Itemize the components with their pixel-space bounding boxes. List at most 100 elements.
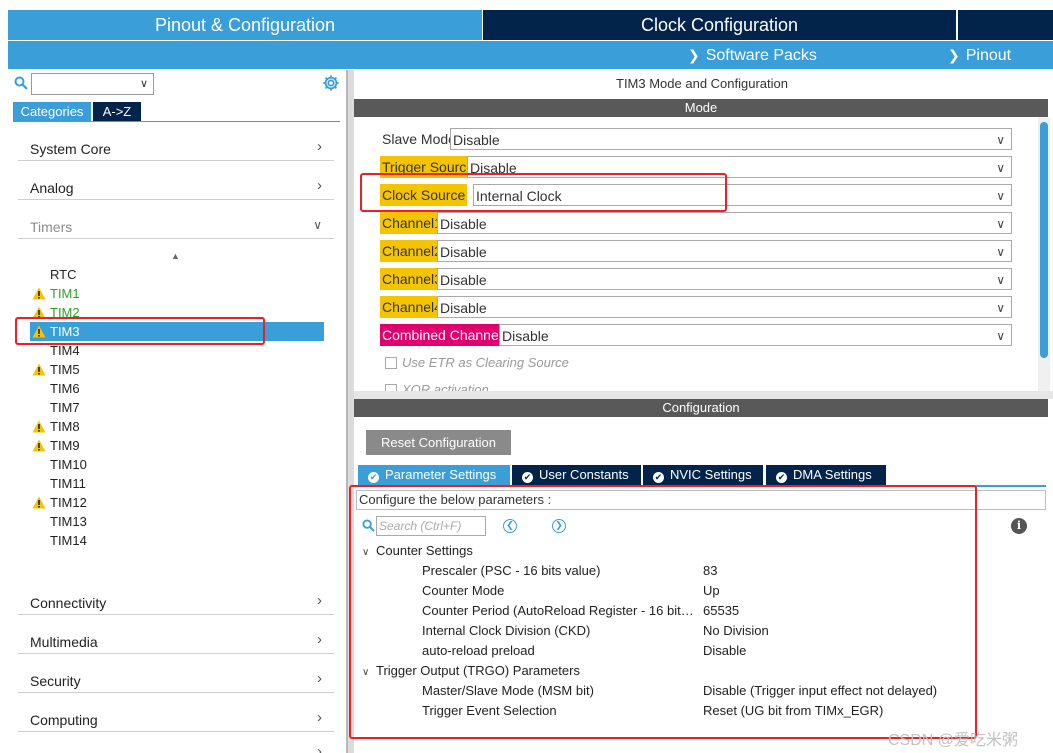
warning-icon — [32, 439, 46, 452]
parameter-group[interactable]: ∨ Trigger Output (TRGO) Parameters — [362, 663, 580, 678]
expand-chevron-icon[interactable]: ∨ — [362, 667, 370, 678]
category-connectivity[interactable]: Connectivity › — [18, 589, 334, 615]
parameter-group-label: Counter Settings — [376, 543, 473, 558]
section-splitter[interactable] — [354, 391, 1053, 399]
mode-select[interactable]: Disable ∨ — [499, 324, 1012, 346]
tab-label: NVIC Settings — [670, 467, 752, 482]
mode-row-combined-channels: Combined Channels Disable ∨ — [379, 324, 1012, 346]
tab-extra[interactable] — [958, 10, 1053, 40]
mode-select[interactable]: Disable ∨ — [437, 268, 1012, 290]
mode-scrollbar-thumb[interactable] — [1040, 122, 1048, 358]
timer-item-tim5[interactable]: TIM5 — [30, 360, 324, 379]
parameter-row[interactable]: Counter Mode Up — [422, 583, 1022, 603]
parameter-value[interactable]: 65535 — [703, 603, 740, 618]
timer-item-tim1[interactable]: TIM1 — [30, 284, 324, 303]
timer-item-tim3[interactable]: TIM3 — [30, 322, 324, 341]
reset-configuration-button[interactable]: Reset Configuration — [366, 430, 511, 455]
category-multimedia[interactable]: Multimedia › — [18, 628, 334, 654]
gear-icon[interactable] — [322, 74, 340, 92]
timer-item-label: TIM5 — [50, 362, 80, 377]
tab-pinout-configuration[interactable]: Pinout & Configuration — [8, 10, 482, 40]
mode-select[interactable]: Disable ∨ — [437, 296, 1012, 318]
parameter-value[interactable]: 83 — [703, 563, 718, 578]
tab-parameter-settings[interactable]: ✔ Parameter Settings — [358, 465, 510, 485]
timer-item-tim8[interactable]: TIM8 — [30, 417, 324, 436]
category-security[interactable]: Security › — [18, 667, 334, 693]
parameter-row[interactable]: Internal Clock Division (CKD) No Division — [422, 623, 1022, 643]
next-match-icon[interactable]: ❯ — [552, 519, 566, 533]
mode-row-label: Combined Channels — [380, 324, 511, 346]
category-timers[interactable]: Timers ∨ — [18, 213, 334, 239]
configuration-section-header: Configuration — [354, 399, 1048, 417]
mode-select[interactable]: Internal Clock ∨ — [473, 184, 1012, 206]
timer-item-label: TIM2 — [50, 305, 80, 320]
xor-activation-checkbox[interactable] — [385, 384, 397, 391]
mode-clip: XOR activation — [354, 380, 1038, 391]
timer-item-rtc[interactable]: RTC — [30, 265, 324, 284]
timer-item-tim12[interactable]: TIM12 — [30, 493, 324, 512]
chevron-down-icon: ∨ — [139, 78, 148, 90]
search-combo[interactable]: ∨ — [31, 73, 154, 95]
mode-select[interactable]: Disable ∨ — [437, 212, 1012, 234]
mode-section-header: Mode — [354, 99, 1048, 117]
timer-item-tim9[interactable]: TIM9 — [30, 436, 324, 455]
mode-select[interactable]: Disable ∨ — [437, 240, 1012, 262]
timer-item-tim4[interactable]: TIM4 — [30, 341, 324, 360]
timer-item-tim11[interactable]: TIM11 — [30, 474, 324, 493]
panel-splitter[interactable] — [346, 70, 354, 753]
category-label: Computing — [30, 712, 98, 728]
mode-select-value: Disable — [470, 160, 517, 176]
info-icon[interactable]: i — [1011, 518, 1027, 534]
search-icon[interactable] — [14, 76, 28, 90]
parameter-group[interactable]: ∨ Counter Settings — [362, 543, 473, 558]
expand-chevron-icon[interactable]: ∨ — [362, 547, 370, 558]
parameter-value[interactable]: Reset (UG bit from TIMx_EGR) — [703, 703, 884, 718]
category-label: Connectivity — [30, 595, 107, 611]
pinout-menu[interactable]: ❯ Pinout — [948, 45, 1011, 66]
parameter-value[interactable]: No Division — [703, 623, 769, 638]
mode-row-label: Channel2 — [380, 240, 444, 262]
timer-item-tim13[interactable]: TIM13 — [30, 512, 324, 531]
chevron-right-icon: › — [317, 709, 322, 726]
timer-item-label: TIM14 — [50, 533, 87, 548]
mode-row-label: Clock Source — [380, 184, 468, 206]
parameter-row[interactable]: Counter Period (AutoReload Register - 16… — [422, 603, 1022, 623]
category-more[interactable]: › — [18, 740, 334, 753]
mode-row-channel3: Channel3 Disable ∨ — [379, 268, 1012, 290]
mode-select[interactable]: Disable ∨ — [450, 128, 1012, 150]
chevron-right-icon: › — [317, 138, 322, 155]
timer-item-tim7[interactable]: TIM7 — [30, 398, 324, 417]
tab-categories[interactable]: Categories — [13, 102, 91, 121]
category-analog[interactable]: Analog › — [18, 174, 334, 200]
chevron-down-icon: ∨ — [996, 273, 1005, 287]
mode-select[interactable]: Disable ∨ — [467, 156, 1012, 178]
timer-item-tim14[interactable]: TIM14 — [30, 531, 324, 550]
timer-item-tim6[interactable]: TIM6 — [30, 379, 324, 398]
xor-activation-label: XOR activation — [402, 382, 489, 391]
parameter-value[interactable]: Disable (Trigger input effect not delaye… — [703, 683, 938, 698]
tab-dma-settings[interactable]: ✔ DMA Settings — [766, 465, 886, 485]
tab-a-to-z[interactable]: A->Z — [93, 102, 141, 121]
mode-row-slave-mode: Slave Mode Disable ∨ — [379, 128, 1012, 150]
parameter-value[interactable]: Disable — [703, 643, 747, 658]
category-label: Security — [30, 673, 81, 689]
category-system-core[interactable]: System Core › — [18, 135, 334, 161]
collapse-caret-icon[interactable]: ▲ — [171, 251, 180, 261]
parameter-value[interactable]: Up — [703, 583, 720, 598]
timer-item-tim10[interactable]: TIM10 — [30, 455, 324, 474]
tab-clock-configuration[interactable]: Clock Configuration — [483, 10, 956, 40]
timer-item-tim2[interactable]: TIM2 — [30, 303, 324, 322]
sub-toolbar — [8, 41, 1053, 69]
software-packs-menu[interactable]: ❯ Software Packs — [688, 45, 817, 66]
tab-nvic-settings[interactable]: ✔ NVIC Settings — [643, 465, 763, 485]
use-etr-checkbox[interactable] — [385, 357, 397, 369]
tab-user-constants[interactable]: ✔ User Constants — [512, 465, 641, 485]
parameter-row[interactable]: Trigger Event Selection Reset (UG bit fro… — [422, 703, 1022, 723]
parameter-row[interactable]: Prescaler (PSC - 16 bits value) 83 — [422, 563, 1022, 583]
previous-match-icon[interactable]: ❮ — [503, 519, 517, 533]
category-computing[interactable]: Computing › — [18, 706, 334, 732]
parameter-search-input[interactable]: Search (Ctrl+F) — [376, 516, 486, 536]
warning-icon — [32, 420, 46, 433]
parameter-row[interactable]: auto-reload preload Disable — [422, 643, 1022, 663]
parameter-row[interactable]: Master/Slave Mode (MSM bit) Disable (Trig… — [422, 683, 1022, 703]
